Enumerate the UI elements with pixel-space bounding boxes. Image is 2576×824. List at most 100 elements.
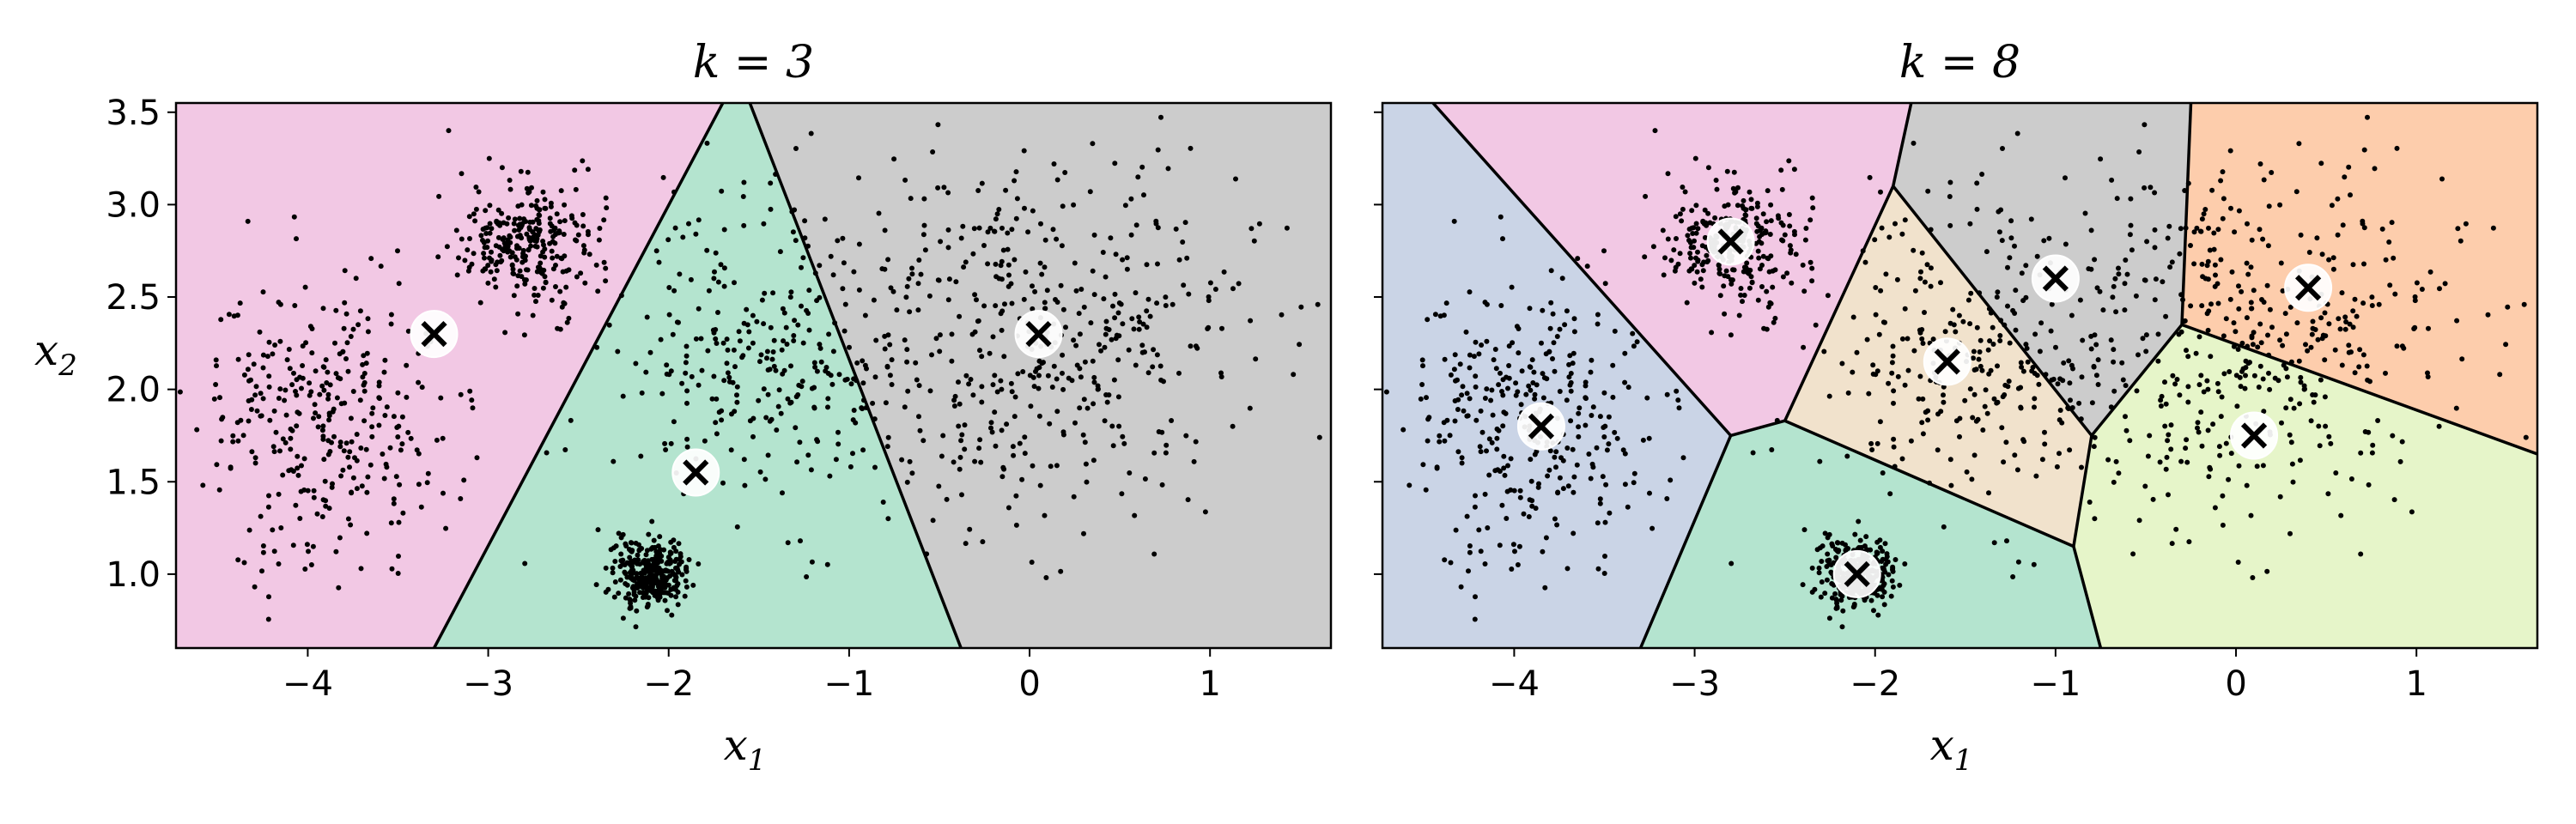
data-point	[1183, 433, 1189, 439]
data-point	[673, 578, 679, 584]
data-point	[512, 254, 518, 260]
data-point	[553, 263, 558, 268]
data-point	[2095, 357, 2101, 363]
data-point	[2031, 561, 2037, 567]
data-point	[502, 330, 508, 336]
data-point	[295, 472, 301, 478]
data-point	[2227, 296, 2233, 302]
data-point	[564, 319, 570, 325]
data-point	[981, 303, 987, 309]
data-point	[2174, 377, 2180, 382]
data-point	[992, 373, 998, 379]
data-point	[1754, 203, 1760, 209]
data-point	[1113, 251, 1119, 258]
data-point	[320, 497, 326, 503]
data-point	[499, 210, 505, 216]
data-point	[797, 439, 803, 445]
data-point	[1036, 365, 1042, 371]
data-point	[259, 568, 264, 574]
data-point	[2322, 357, 2328, 363]
data-point	[663, 447, 669, 452]
x-tick-label: 0	[2225, 664, 2246, 704]
data-point	[1999, 425, 2005, 431]
data-point	[315, 424, 321, 430]
data-point	[720, 340, 726, 346]
data-point	[320, 423, 326, 429]
data-point	[213, 357, 219, 363]
data-point	[2369, 450, 2375, 456]
data-point	[1051, 363, 1057, 369]
data-point	[2142, 122, 2148, 128]
data-point	[1760, 211, 1766, 217]
data-point	[1825, 535, 1831, 541]
data-point	[785, 396, 791, 402]
data-point	[1866, 391, 1872, 397]
data-point	[1084, 405, 1091, 411]
data-point	[1054, 177, 1060, 183]
data-point	[478, 233, 484, 239]
data-point	[2236, 306, 2242, 312]
data-point	[683, 343, 690, 349]
data-point	[718, 262, 724, 268]
data-point	[2205, 427, 2211, 433]
data-point	[1816, 565, 1822, 571]
data-point	[2323, 423, 2329, 429]
data-point	[1042, 512, 1048, 518]
data-point	[2088, 346, 2094, 352]
data-point	[343, 440, 349, 446]
data-point	[527, 219, 533, 225]
data-point	[903, 294, 909, 300]
data-point	[970, 392, 976, 398]
data-point	[305, 488, 311, 494]
data-point	[1601, 434, 1607, 439]
data-point	[1526, 383, 1532, 389]
data-point	[1967, 321, 1973, 327]
data-point	[1716, 262, 1722, 268]
data-point	[1971, 355, 1976, 361]
data-point	[666, 312, 672, 318]
data-point	[2109, 177, 2115, 183]
data-point	[471, 251, 477, 257]
data-point	[2288, 359, 2294, 365]
data-point	[2205, 386, 2211, 392]
data-point	[2265, 243, 2271, 249]
data-point	[1062, 170, 1068, 175]
data-point	[1862, 259, 1868, 265]
data-point	[2243, 358, 2249, 364]
data-point	[811, 404, 817, 410]
data-point	[2068, 397, 2073, 403]
data-point	[804, 574, 810, 579]
data-point	[325, 369, 331, 375]
data-point	[975, 188, 981, 193]
data-point	[1029, 560, 1035, 565]
data-point	[2024, 345, 2030, 351]
data-point	[1207, 280, 1213, 286]
data-point	[252, 455, 258, 461]
data-point	[519, 259, 526, 265]
data-point	[2357, 347, 2363, 353]
data-point	[830, 272, 836, 278]
data-point	[2235, 347, 2241, 352]
data-point	[1747, 189, 1753, 195]
data-point	[466, 214, 472, 220]
data-point	[342, 400, 348, 406]
data-point	[1976, 356, 1982, 362]
data-point	[990, 382, 996, 388]
data-point	[1977, 290, 1983, 296]
data-point	[234, 312, 240, 318]
data-point	[568, 417, 574, 423]
data-point	[1504, 516, 1510, 521]
data-point	[696, 382, 702, 388]
data-point	[336, 585, 342, 591]
data-point	[1011, 452, 1017, 458]
data-point	[510, 266, 516, 272]
data-point	[805, 243, 811, 249]
data-point	[2116, 470, 2122, 476]
data-point	[1834, 600, 1840, 606]
data-point	[467, 388, 473, 394]
data-point	[2003, 439, 2009, 445]
data-point	[2383, 257, 2389, 263]
data-point	[2020, 298, 2026, 304]
data-point	[333, 548, 339, 554]
